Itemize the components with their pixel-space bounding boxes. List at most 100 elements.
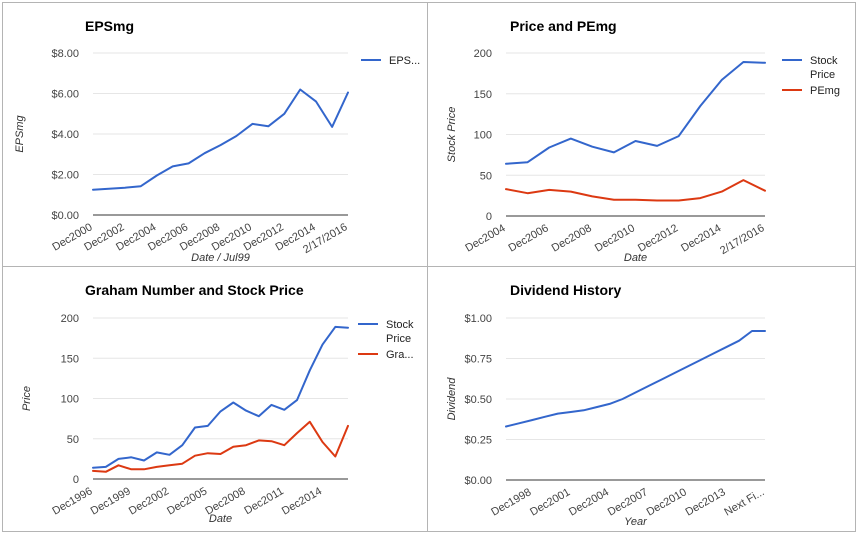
- data-point[interactable]: [633, 197, 638, 202]
- data-point[interactable]: [516, 421, 521, 426]
- data-point[interactable]: [250, 121, 255, 126]
- data-point[interactable]: [698, 196, 703, 201]
- data-point[interactable]: [525, 160, 530, 165]
- data-point[interactable]: [205, 423, 210, 428]
- legend-label[interactable]: PEmg: [810, 85, 840, 97]
- data-point[interactable]: [594, 405, 599, 410]
- data-point[interactable]: [542, 414, 547, 419]
- data-point[interactable]: [676, 198, 681, 203]
- data-point[interactable]: [555, 411, 560, 416]
- data-point[interactable]: [142, 467, 147, 472]
- data-point[interactable]: [346, 90, 351, 95]
- data-point[interactable]: [116, 463, 121, 468]
- data-point[interactable]: [154, 464, 159, 469]
- data-point[interactable]: [282, 443, 287, 448]
- data-point[interactable]: [180, 461, 185, 466]
- data-point[interactable]: [737, 338, 742, 343]
- data-point[interactable]: [307, 419, 312, 424]
- data-point[interactable]: [256, 414, 261, 419]
- data-point[interactable]: [103, 464, 108, 469]
- data-point[interactable]: [167, 463, 172, 468]
- data-point[interactable]: [504, 161, 509, 166]
- legend-label[interactable]: Gra...: [386, 349, 414, 361]
- data-point[interactable]: [103, 469, 108, 474]
- data-point[interactable]: [568, 189, 573, 194]
- data-point[interactable]: [611, 197, 616, 202]
- data-point[interactable]: [568, 409, 573, 414]
- data-point[interactable]: [504, 424, 509, 429]
- data-point[interactable]: [231, 444, 236, 449]
- data-point[interactable]: [611, 150, 616, 155]
- data-point[interactable]: [314, 99, 319, 104]
- data-point[interactable]: [91, 468, 96, 473]
- data-point[interactable]: [719, 77, 724, 82]
- data-point[interactable]: [750, 328, 755, 333]
- data-point[interactable]: [568, 136, 573, 141]
- data-point[interactable]: [180, 443, 185, 448]
- data-point[interactable]: [330, 124, 335, 129]
- data-point[interactable]: [170, 164, 175, 169]
- data-point[interactable]: [298, 87, 303, 92]
- data-point[interactable]: [741, 178, 746, 183]
- data-point[interactable]: [244, 408, 249, 413]
- data-point[interactable]: [633, 390, 638, 395]
- data-point[interactable]: [346, 325, 351, 330]
- data-point[interactable]: [320, 342, 325, 347]
- data-point[interactable]: [218, 452, 223, 457]
- data-point[interactable]: [91, 187, 96, 192]
- data-point[interactable]: [633, 139, 638, 144]
- data-point[interactable]: [607, 401, 612, 406]
- data-point[interactable]: [218, 409, 223, 414]
- data-point[interactable]: [676, 134, 681, 139]
- data-point[interactable]: [154, 173, 159, 178]
- data-point[interactable]: [256, 438, 261, 443]
- data-point[interactable]: [266, 124, 271, 129]
- data-point[interactable]: [218, 143, 223, 148]
- data-point[interactable]: [525, 191, 530, 196]
- data-point[interactable]: [295, 431, 300, 436]
- data-point[interactable]: [763, 188, 768, 193]
- data-point[interactable]: [269, 402, 274, 407]
- data-point[interactable]: [142, 458, 147, 463]
- data-point[interactable]: [231, 400, 236, 405]
- data-point[interactable]: [590, 194, 595, 199]
- data-point[interactable]: [193, 453, 198, 458]
- data-point[interactable]: [193, 425, 198, 430]
- data-point[interactable]: [590, 144, 595, 149]
- data-point[interactable]: [711, 351, 716, 356]
- data-point[interactable]: [763, 328, 768, 333]
- legend-label[interactable]: EPS...: [389, 55, 420, 67]
- data-point[interactable]: [154, 450, 159, 455]
- data-point[interactable]: [741, 59, 746, 64]
- data-point[interactable]: [719, 189, 724, 194]
- legend-label[interactable]: Stock Price: [810, 55, 838, 81]
- data-point[interactable]: [763, 60, 768, 65]
- data-point[interactable]: [333, 454, 338, 459]
- data-point[interactable]: [581, 408, 586, 413]
- data-point[interactable]: [320, 439, 325, 444]
- data-point[interactable]: [698, 103, 703, 108]
- data-point[interactable]: [698, 358, 703, 363]
- data-point[interactable]: [282, 407, 287, 412]
- data-point[interactable]: [138, 184, 143, 189]
- data-point[interactable]: [202, 151, 207, 156]
- data-point[interactable]: [167, 452, 172, 457]
- data-point[interactable]: [724, 345, 729, 350]
- data-point[interactable]: [186, 161, 191, 166]
- data-point[interactable]: [205, 451, 210, 456]
- data-point[interactable]: [106, 186, 111, 191]
- data-point[interactable]: [295, 398, 300, 403]
- data-point[interactable]: [122, 185, 127, 190]
- data-point[interactable]: [129, 467, 134, 472]
- legend-label[interactable]: Stock Price: [386, 319, 414, 345]
- data-point[interactable]: [346, 423, 351, 428]
- data-point[interactable]: [244, 443, 249, 448]
- data-point[interactable]: [333, 324, 338, 329]
- data-point[interactable]: [547, 187, 552, 192]
- data-point[interactable]: [659, 377, 664, 382]
- data-point[interactable]: [234, 134, 239, 139]
- data-point[interactable]: [282, 111, 287, 116]
- data-point[interactable]: [504, 187, 509, 192]
- data-point[interactable]: [655, 198, 660, 203]
- data-point[interactable]: [685, 364, 690, 369]
